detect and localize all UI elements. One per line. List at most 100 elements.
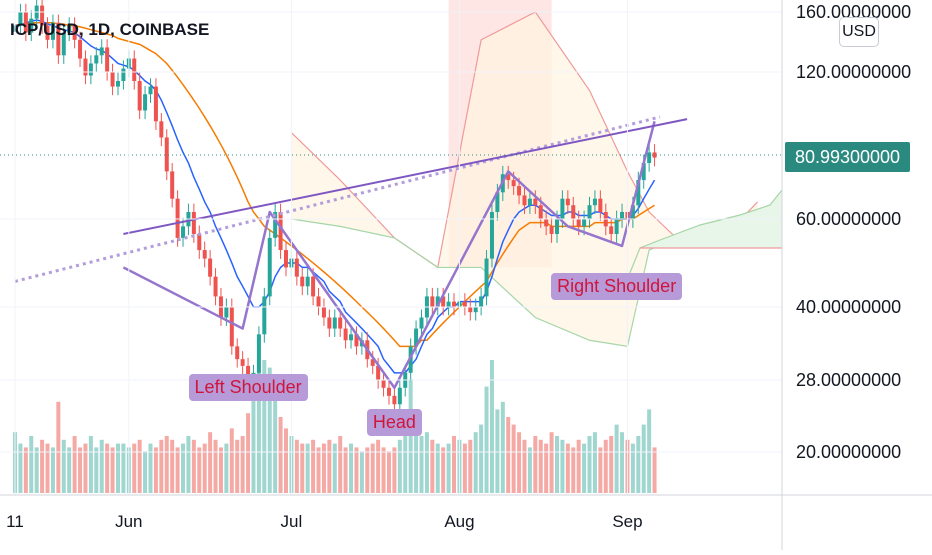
candle[interactable] (479, 296, 484, 307)
candle[interactable] (153, 86, 158, 122)
candle[interactable] (446, 301, 451, 307)
candle[interactable] (565, 198, 570, 206)
candle[interactable] (484, 258, 489, 297)
candle[interactable] (197, 233, 202, 251)
candle[interactable] (419, 317, 424, 329)
candle[interactable] (620, 212, 625, 219)
candle[interactable] (56, 22, 61, 56)
candle[interactable] (538, 205, 543, 219)
candle[interactable] (110, 72, 115, 87)
candle[interactable] (105, 47, 110, 72)
candle[interactable] (83, 58, 88, 76)
head-and-shoulders-pattern[interactable] (0, 115, 782, 390)
neckline-dotted[interactable] (14, 115, 661, 283)
candle[interactable] (88, 63, 93, 76)
candle[interactable] (137, 80, 142, 111)
candle[interactable] (159, 121, 164, 138)
candle[interactable] (45, 25, 50, 40)
candle[interactable] (408, 346, 413, 373)
candle[interactable] (517, 186, 522, 196)
candle[interactable] (311, 276, 316, 297)
candle[interactable] (99, 47, 104, 56)
candle[interactable] (430, 296, 435, 307)
candle[interactable] (495, 192, 500, 213)
candle[interactable] (284, 250, 288, 268)
candle[interactable] (354, 334, 359, 347)
pattern-zigzag[interactable] (122, 121, 656, 390)
candle[interactable] (246, 365, 251, 380)
candle[interactable] (473, 307, 478, 313)
candle[interactable] (256, 334, 261, 373)
candle[interactable] (94, 55, 99, 64)
candle[interactable] (571, 205, 576, 219)
candle[interactable] (294, 258, 299, 277)
candle[interactable] (321, 307, 326, 318)
candle[interactable] (273, 212, 278, 238)
candle[interactable] (170, 171, 175, 199)
candle[interactable] (376, 365, 381, 380)
candle[interactable] (511, 180, 516, 187)
candle[interactable] (468, 307, 473, 313)
candle[interactable] (181, 226, 186, 238)
currency-button[interactable]: USD (839, 17, 879, 47)
candle[interactable] (23, 12, 28, 33)
candle[interactable] (349, 334, 354, 341)
candle[interactable] (381, 380, 386, 388)
candle[interactable] (67, 25, 72, 33)
candle[interactable] (609, 226, 614, 234)
candle[interactable] (327, 317, 332, 329)
candle[interactable] (267, 237, 272, 297)
candle[interactable] (29, 18, 34, 33)
candle[interactable] (397, 387, 402, 405)
candle[interactable] (115, 80, 120, 87)
candle[interactable] (452, 301, 457, 307)
candle[interactable] (549, 226, 554, 234)
candle[interactable] (555, 219, 559, 234)
candle[interactable] (392, 395, 397, 405)
candle[interactable] (343, 328, 348, 341)
candle[interactable] (598, 198, 603, 213)
candle[interactable] (262, 296, 267, 335)
candle[interactable] (175, 198, 180, 238)
candle[interactable] (630, 205, 635, 219)
candle[interactable] (527, 198, 532, 206)
candle[interactable] (332, 317, 337, 329)
candle[interactable] (370, 359, 375, 366)
candle[interactable] (414, 328, 419, 347)
neckline-solid[interactable] (123, 118, 688, 235)
candle[interactable] (40, 5, 45, 26)
candle[interactable] (641, 163, 646, 181)
candle[interactable] (305, 276, 310, 287)
candle[interactable] (18, 12, 23, 26)
candle[interactable] (229, 307, 234, 347)
candle[interactable] (560, 198, 565, 219)
candle[interactable] (441, 296, 446, 307)
candle[interactable] (647, 152, 652, 164)
candle[interactable] (72, 25, 77, 40)
candle[interactable] (489, 212, 494, 259)
candle[interactable] (164, 137, 169, 172)
candle[interactable] (533, 198, 538, 206)
candle[interactable] (582, 219, 587, 227)
candle[interactable] (61, 32, 66, 56)
candle[interactable] (506, 174, 511, 181)
candle[interactable] (614, 219, 619, 234)
candle[interactable] (148, 86, 153, 95)
candle[interactable] (386, 387, 391, 396)
candle[interactable] (462, 301, 467, 307)
candle[interactable] (435, 296, 440, 307)
candle[interactable] (300, 276, 305, 287)
candle[interactable] (191, 212, 196, 234)
candle[interactable] (592, 198, 597, 206)
candle[interactable] (78, 39, 83, 59)
candle[interactable] (522, 195, 527, 206)
candle[interactable] (213, 276, 218, 297)
candle[interactable] (316, 296, 321, 307)
candle[interactable] (224, 307, 229, 318)
candle[interactable] (544, 219, 549, 227)
candle[interactable] (587, 205, 592, 219)
candle[interactable] (132, 58, 137, 81)
candle[interactable] (636, 180, 641, 206)
